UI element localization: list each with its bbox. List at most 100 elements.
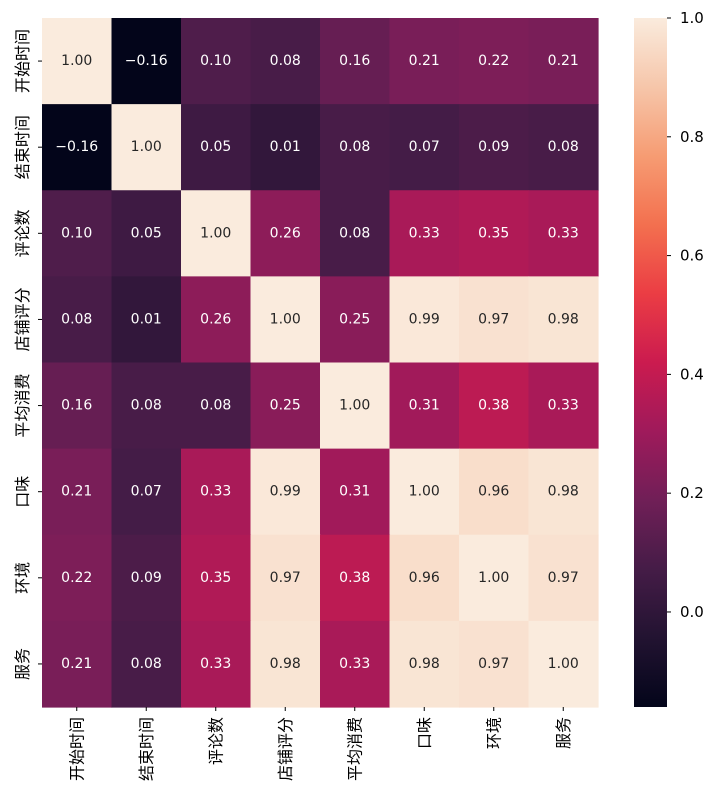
- cell-value-r7-c0: 0.21: [61, 656, 92, 672]
- heatmap-cell-r1-c1: [111, 104, 182, 191]
- heatmap-cell-r0-c3: [250, 18, 321, 105]
- cell-value-r0-c3: 0.08: [270, 53, 301, 69]
- cell-value-r6-c4: 0.38: [339, 570, 370, 586]
- heatmap-cell-r3-c4: [320, 276, 391, 364]
- cell-value-r4-c2: 0.08: [200, 398, 231, 414]
- heatmap-cell-r6-c1: [111, 534, 182, 622]
- heatmap-cell-r7-c2: [181, 620, 252, 708]
- cell-value-r1-c2: 0.05: [200, 139, 231, 155]
- cell-value-r3-c2: 0.26: [200, 311, 231, 327]
- heatmap-cell-r7-c0: [42, 620, 113, 708]
- heatmap-cell-r7-c6: [459, 620, 530, 708]
- cell-value-r1-c6: 0.09: [478, 139, 509, 155]
- heatmap-cell-r5-c7: [528, 448, 599, 536]
- row-label-4: 平均消费: [13, 374, 32, 438]
- cell-value-r7-c7: 1.00: [548, 656, 579, 672]
- heatmap-cell-r3-c1: [111, 276, 182, 364]
- cell-value-r3-c4: 0.25: [339, 311, 370, 327]
- heatmap-cell-r2-c4: [320, 190, 391, 277]
- cell-value-r5-c7: 0.98: [548, 484, 579, 500]
- heatmap-cell-r6-c5: [389, 534, 460, 622]
- cell-value-r1-c5: 0.07: [409, 139, 440, 155]
- heatmap-cell-r4-c7: [528, 362, 599, 450]
- cell-value-r6-c7: 0.97: [548, 570, 579, 586]
- heatmap-cell-r5-c2: [181, 448, 252, 536]
- cell-value-r7-c6: 0.97: [478, 656, 509, 672]
- heatmap-cell-r1-c0: [42, 104, 113, 191]
- cell-value-r5-c3: 0.99: [270, 484, 301, 500]
- cell-value-r1-c3: 0.01: [270, 139, 301, 155]
- cell-value-r4-c1: 0.08: [131, 398, 162, 414]
- cell-value-r6-c1: 0.09: [131, 570, 162, 586]
- colorbar-tick-label-4: 0.8: [680, 128, 704, 146]
- heatmap-cell-r0-c6: [459, 18, 530, 105]
- column-labels: 开始时间 结束时间 评论数 店铺评分 平均消费 口味 环境 服务: [67, 707, 573, 781]
- heatmap-cell-r6-c6: [459, 534, 530, 622]
- heatmap-cell-r3-c7: [528, 276, 599, 364]
- col-label-6: 环境: [484, 717, 503, 749]
- cell-value-r0-c4: 0.16: [339, 53, 370, 69]
- cell-value-r5-c2: 0.33: [200, 484, 231, 500]
- row-label-5: 口味: [13, 476, 32, 508]
- heatmap-cell-r1-c5: [389, 104, 460, 191]
- heatmap-cell-r3-c5: [389, 276, 460, 364]
- heatmap-cell-r6-c3: [250, 534, 321, 622]
- row-label-7: 服务: [13, 648, 32, 680]
- cell-value-r1-c4: 0.08: [339, 139, 370, 155]
- heatmap-cell-r4-c6: [459, 362, 530, 450]
- cell-value-r6-c5: 0.96: [409, 570, 440, 586]
- heatmap-cell-r6-c4: [320, 534, 391, 622]
- col-label-2: 评论数: [206, 717, 225, 765]
- heatmap-cell-r4-c0: [42, 362, 113, 450]
- cell-value-r0-c7: 0.21: [548, 53, 579, 69]
- heatmap-cell-r3-c0: [42, 276, 113, 364]
- cell-value-r3-c3: 1.00: [270, 311, 301, 327]
- heatmap-cell-r3-c3: [250, 276, 321, 364]
- row-label-2: 评论数: [13, 209, 32, 257]
- cell-value-r3-c5: 0.99: [409, 311, 440, 327]
- heatmap-cell-r2-c6: [459, 190, 530, 277]
- row-label-0: 开始时间: [13, 29, 32, 93]
- col-label-3: 店铺评分: [276, 717, 295, 781]
- heatmap-cell-r1-c3: [250, 104, 321, 191]
- heatmap-cell-r7-c7: [528, 620, 599, 708]
- heatmap-cell-r4-c5: [389, 362, 460, 450]
- cell-value-r2-c6: 0.35: [478, 225, 509, 241]
- cell-value-r3-c1: 0.01: [131, 311, 162, 327]
- heatmap-cell-r4-c1: [111, 362, 182, 450]
- cell-value-r3-c0: 0.08: [61, 311, 92, 327]
- heatmap-cell-r2-c2: [181, 190, 252, 277]
- col-label-7: 服务: [554, 717, 573, 749]
- heatmap-cell-r5-c3: [250, 448, 321, 536]
- heatmap-cell-r6-c2: [181, 534, 252, 622]
- cell-value-r7-c2: 0.33: [200, 656, 231, 672]
- row-label-1: 结束时间: [13, 115, 32, 179]
- heatmap-cells: [42, 18, 599, 708]
- colorbar-tick-label-5: 1.0: [680, 9, 704, 27]
- heatmap-cell-r0-c7: [528, 18, 599, 105]
- heatmap-cell-r0-c1: [111, 18, 182, 105]
- cell-value-r6-c0: 0.22: [61, 570, 92, 586]
- heatmap-cell-r3-c6: [459, 276, 530, 364]
- col-label-5: 口味: [415, 717, 434, 749]
- heatmap-cell-r5-c5: [389, 448, 460, 536]
- heatmap-cell-r0-c0: [42, 18, 113, 105]
- heatmap-cell-r1-c4: [320, 104, 391, 191]
- cell-value-r1-c1: 1.00: [131, 139, 162, 155]
- cell-value-r1-c7: 0.08: [548, 139, 579, 155]
- heatmap-cell-r5-c4: [320, 448, 391, 536]
- cell-value-r3-c7: 0.98: [548, 311, 579, 327]
- heatmap-cell-r4-c2: [181, 362, 252, 450]
- cell-value-r6-c2: 0.35: [200, 570, 231, 586]
- cell-value-r5-c4: 0.31: [339, 484, 370, 500]
- colorbar: [634, 18, 667, 707]
- cell-value-r3-c6: 0.97: [478, 311, 509, 327]
- colorbar-tick-label-0: 0.0: [680, 603, 704, 621]
- heatmap-cell-r2-c1: [111, 190, 182, 277]
- cell-value-r6-c6: 1.00: [478, 570, 509, 586]
- cell-value-r7-c1: 0.08: [131, 656, 162, 672]
- heatmap-cell-r0-c5: [389, 18, 460, 105]
- row-label-3: 店铺评分: [13, 287, 32, 351]
- heatmap-cell-r2-c3: [250, 190, 321, 277]
